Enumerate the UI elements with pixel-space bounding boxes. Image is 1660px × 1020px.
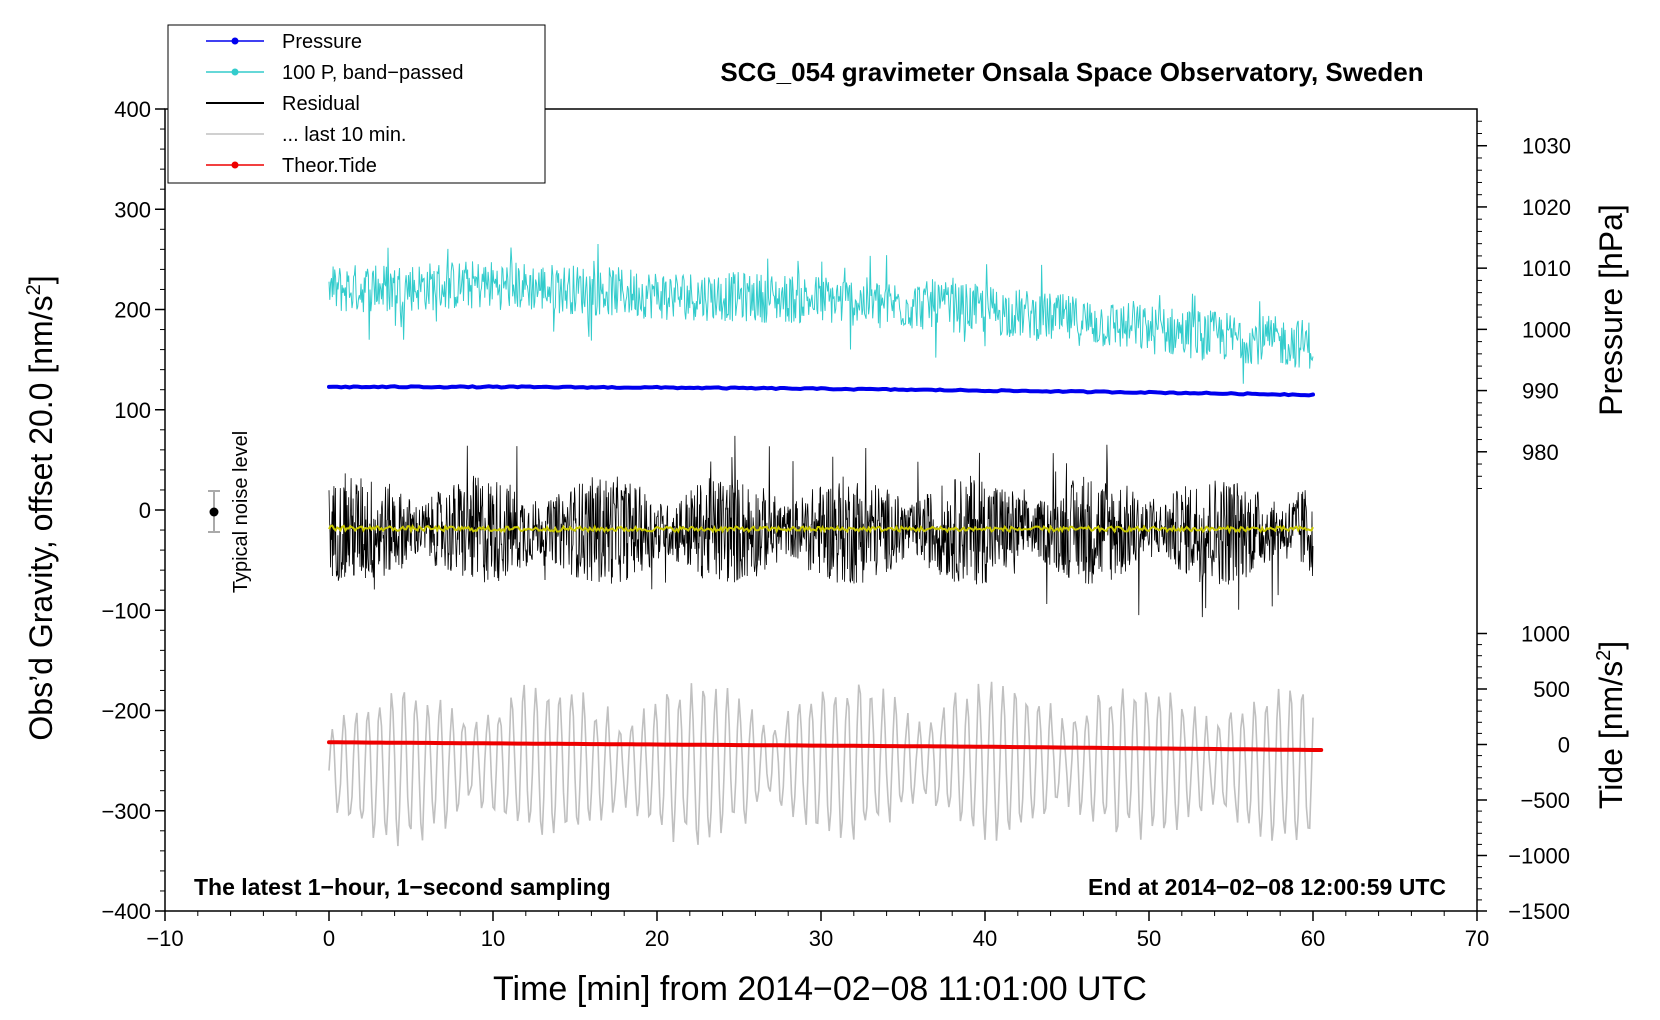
x-tick-label: 60 [1301,926,1325,951]
legend: Pressure 100 P, band−passed Residual ... la… [167,24,546,184]
tide-tick-label: −1000 [1508,844,1570,869]
legend-label: ... last 10 min. [282,124,407,146]
pressure-tick-label: 1010 [1522,256,1571,281]
series-theoretical-tide [327,740,1324,752]
annotation-bottom-left: The latest 1−hour, 1−second sampling [194,874,611,900]
y-axis-label-tide-close: ] [1593,641,1629,650]
tide-tick-label: 1000 [1521,622,1570,647]
annotation-bottom-right: End at 2014−02−08 12:00:59 UTC [1088,874,1446,900]
series-last-10-min [328,681,1314,847]
y-axis-label-tide: Tide [nm/s2] [1593,641,1629,809]
x-tick-label: 0 [323,926,335,951]
y-axis-label-left: Obs’d Gravity, offset 20.0 [nm/s2] [23,275,59,740]
legend-label: Theor.Tide [282,155,377,177]
series-band-passed-pressure [328,243,1314,384]
x-tick-label: 70 [1465,926,1489,951]
pressure-tick-label: 1000 [1522,317,1571,342]
y-tick-label: 0 [139,498,151,523]
y-axis-label-pressure: Pressure [hPa] [1593,204,1629,416]
y-axis-label-left-text: Obs’d Gravity, offset 20.0 [nm/s [23,295,59,740]
legend-label: Pressure [282,31,362,53]
x-tick-label: −10 [146,926,183,951]
pressure-tick-label: 1030 [1522,134,1571,159]
legend-label: 100 P, band−passed [282,62,463,84]
pressure-tick-label: 1020 [1522,195,1571,220]
x-tick-label: 10 [481,926,505,951]
y-axis-label-tide-text: Tide [nm/s [1593,661,1629,809]
x-tick-label: 30 [809,926,833,951]
tide-tick-label: 500 [1533,677,1570,702]
y-axis-label-left-close: ] [23,275,59,284]
y-tick-label: 400 [114,97,151,122]
legend-entry: ... last 10 min. [206,124,407,146]
axes-layer: −10 0 10 20 30 40 50 60 70−400−300−200−100010020… [101,97,1571,951]
tide-tick-label: −500 [1520,788,1570,813]
x-tick-label: 50 [1137,926,1161,951]
legend-marker [231,68,239,76]
legend-marker [231,37,239,45]
noise-point [209,507,219,517]
pressure-tick-label: 990 [1522,379,1559,404]
y-tick-label: −100 [101,598,151,623]
y-tick-label: 300 [114,197,151,222]
y-tick-label: 200 [114,298,151,323]
tide-tick-label: 0 [1558,733,1570,758]
legend-entry: Theor.Tide [206,155,377,177]
x-tick-label: 40 [973,926,997,951]
legend-entry: 100 P, band−passed [206,62,463,84]
y-axis-label-tide-sup: 2 [1593,650,1615,661]
pressure-tick-label: 980 [1522,440,1559,465]
legend-entry: Pressure [206,31,362,53]
series-layer [327,243,1324,847]
y-axis-label-left-sup: 2 [23,284,45,295]
legend-label: Residual [282,93,360,115]
y-tick-label: −200 [101,699,151,724]
x-tick-label: 20 [645,926,669,951]
legend-marker [231,161,239,169]
y-tick-label: 100 [114,398,151,423]
chart-title: SCG_054 gravimeter Onsala Space Observat… [720,57,1423,87]
tide-tick-label: −1500 [1508,899,1570,924]
y-tick-label: −400 [101,899,151,924]
series-pressure [327,384,1315,398]
noise-level-marker: Typical noise level [208,431,252,593]
series-residual-smoothed [328,523,1314,535]
noise-level-label: Typical noise level [230,431,252,593]
legend-entry: Residual [206,93,360,115]
y-tick-label: −300 [101,799,151,824]
x-axis-label: Time [min] from 2014−02−08 11:01:00 UTC [493,970,1147,1008]
